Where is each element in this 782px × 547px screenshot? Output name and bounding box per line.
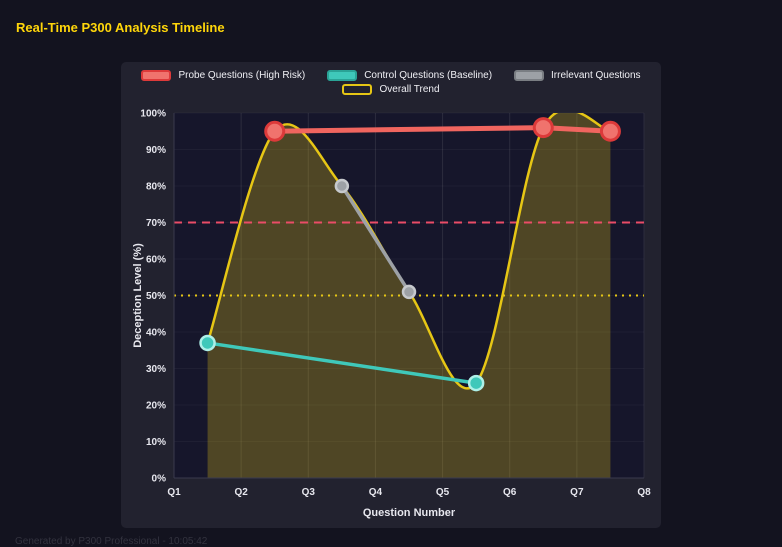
page-title: Real-Time P300 Analysis Timeline (16, 20, 225, 35)
y-tick-label: 50% (146, 291, 166, 302)
legend-label: Irrelevant Questions (551, 70, 641, 81)
data-point[interactable] (264, 120, 286, 142)
legend-item-2[interactable]: Control Questions (Baseline) (327, 70, 492, 81)
y-tick-label: 20% (146, 401, 166, 412)
y-tick-label: 80% (146, 182, 166, 193)
legend-item-4[interactable]: Overall Trend (342, 84, 440, 95)
x-tick-label: Q4 (369, 487, 383, 498)
series-line-2 (205, 341, 478, 385)
y-tick-label: 10% (146, 437, 166, 448)
x-tick-label: Q7 (570, 487, 584, 498)
x-axis-title: Question Number (363, 507, 456, 519)
x-tick-label: Q8 (637, 487, 651, 498)
legend-label: Probe Questions (High Risk) (178, 70, 306, 81)
series-line-3 (340, 184, 411, 294)
legend-row-2: Overall Trend (342, 84, 440, 95)
y-tick-label: 90% (146, 145, 166, 156)
y-tick-label: 40% (146, 328, 166, 339)
data-point[interactable] (334, 178, 350, 194)
data-point[interactable] (467, 374, 485, 392)
x-tick-label: Q2 (234, 487, 248, 498)
legend-marker-icon (141, 70, 172, 81)
legend-marker-icon (342, 84, 373, 95)
legend-label: Overall Trend (379, 84, 440, 95)
legend-item-1[interactable]: Probe Questions (High Risk) (141, 70, 305, 81)
chart-legend: Probe Questions (High Risk) Control Quest… (121, 70, 661, 95)
legend-label: Control Questions (Baseline) (364, 70, 493, 81)
data-point[interactable] (532, 117, 554, 139)
x-tick-label: Q6 (503, 487, 517, 498)
y-tick-label: 60% (146, 255, 166, 266)
data-point[interactable] (401, 284, 417, 300)
chart-panel: 0% 10% 20% 30% 40% 50% 60% 70% 80% 90% 100% Q1 Q2 Q3 Q… (121, 62, 661, 528)
series-line-1 (272, 125, 613, 134)
y-tick-label: 0% (152, 474, 167, 485)
legend-item-3[interactable]: Irrelevant Questions (514, 70, 641, 81)
y-tick-label: 100% (140, 109, 166, 120)
page-footer: Generated by P300 Professional - 10:05:4… (15, 536, 208, 547)
data-point[interactable] (199, 334, 216, 352)
legend-marker-icon (327, 70, 358, 81)
chart-canvas: 0% 10% 20% 30% 40% 50% 60% 70% 80% 90% 100% Q1 Q2 Q3 Q… (132, 109, 651, 520)
legend-row-1: Probe Questions (High Risk) Control Quest… (141, 70, 641, 81)
x-tick-label: Q1 (167, 487, 181, 498)
y-tick-label: 70% (146, 218, 166, 229)
y-tick-label: 30% (146, 364, 166, 375)
x-tick-label: Q5 (436, 487, 450, 498)
x-tick-label: Q3 (302, 487, 316, 498)
data-point[interactable] (599, 120, 621, 142)
y-axis-title: Deception Level (%) (132, 243, 144, 348)
legend-marker-icon (514, 70, 545, 81)
